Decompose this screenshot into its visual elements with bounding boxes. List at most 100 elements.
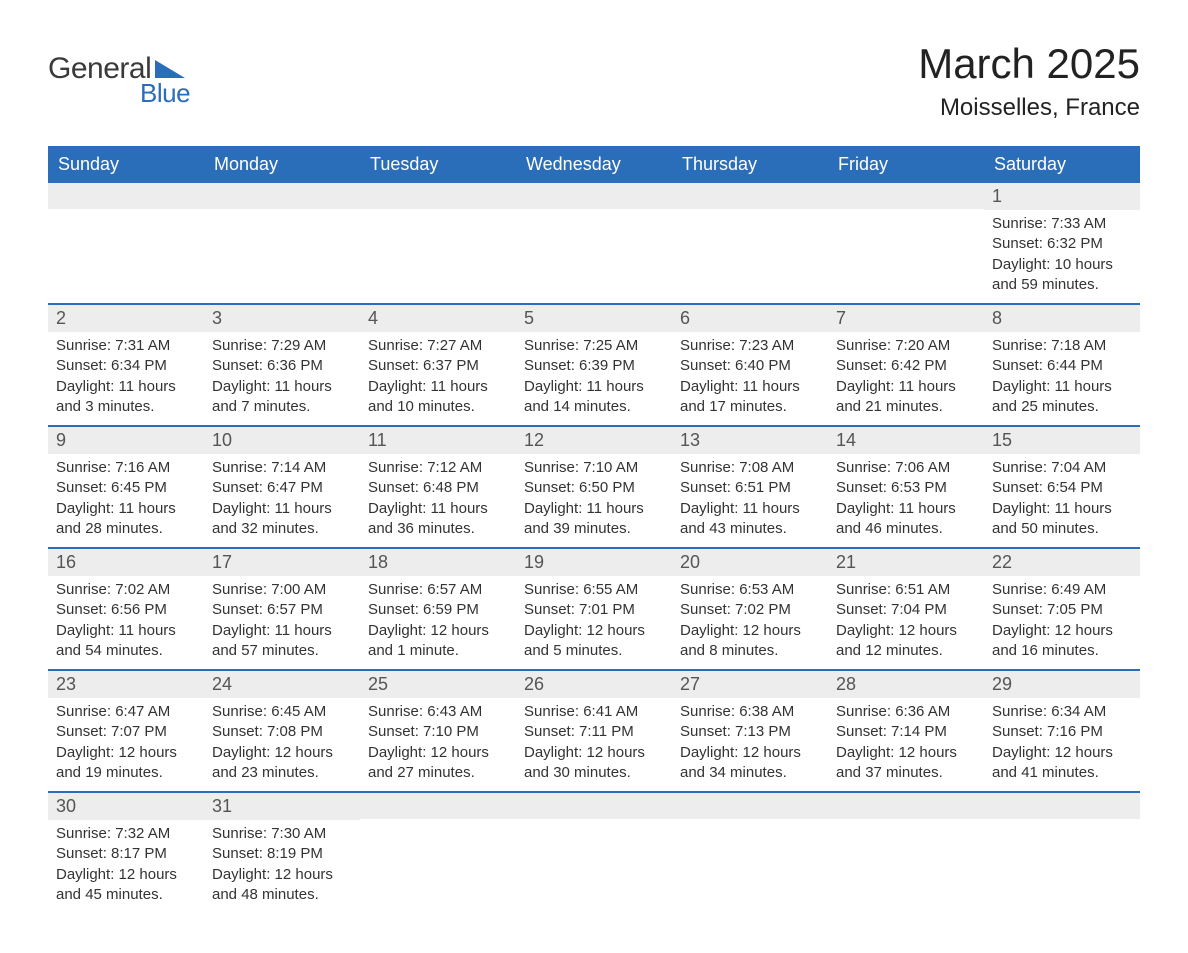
sunrise-text: Sunrise: 6:38 AM	[680, 702, 820, 722]
calendar-day-cell	[672, 792, 828, 913]
empty-day-bar	[48, 183, 204, 209]
day-number: 27	[672, 671, 828, 698]
sunrise-text: Sunrise: 7:16 AM	[56, 458, 196, 478]
daylight-text: Daylight: 12 hours and 34 minutes.	[680, 743, 820, 784]
calendar-day-cell: 20Sunrise: 6:53 AMSunset: 7:02 PMDayligh…	[672, 548, 828, 670]
calendar-day-cell: 21Sunrise: 6:51 AMSunset: 7:04 PMDayligh…	[828, 548, 984, 670]
empty-day-bar	[828, 183, 984, 209]
calendar-day-cell: 30Sunrise: 7:32 AMSunset: 8:17 PMDayligh…	[48, 792, 204, 913]
sunrise-text: Sunrise: 7:25 AM	[524, 336, 664, 356]
daylight-text: Daylight: 11 hours and 3 minutes.	[56, 377, 196, 418]
day-number: 30	[48, 793, 204, 820]
calendar-day-cell: 28Sunrise: 6:36 AMSunset: 7:14 PMDayligh…	[828, 670, 984, 792]
sunrise-text: Sunrise: 7:23 AM	[680, 336, 820, 356]
sunrise-text: Sunrise: 6:43 AM	[368, 702, 508, 722]
sunset-text: Sunset: 6:44 PM	[992, 356, 1132, 376]
day-number: 21	[828, 549, 984, 576]
sunset-text: Sunset: 7:02 PM	[680, 600, 820, 620]
sunrise-text: Sunrise: 7:02 AM	[56, 580, 196, 600]
calendar-day-cell: 5Sunrise: 7:25 AMSunset: 6:39 PMDaylight…	[516, 304, 672, 426]
day-details: Sunrise: 7:23 AMSunset: 6:40 PMDaylight:…	[672, 332, 828, 425]
day-number: 11	[360, 427, 516, 454]
empty-day-bar	[672, 793, 828, 819]
day-number: 5	[516, 305, 672, 332]
sunset-text: Sunset: 7:01 PM	[524, 600, 664, 620]
calendar-day-cell	[828, 182, 984, 304]
sunset-text: Sunset: 6:36 PM	[212, 356, 352, 376]
empty-day-bar	[516, 183, 672, 209]
daylight-text: Daylight: 11 hours and 57 minutes.	[212, 621, 352, 662]
sunset-text: Sunset: 6:59 PM	[368, 600, 508, 620]
day-details: Sunrise: 7:10 AMSunset: 6:50 PMDaylight:…	[516, 454, 672, 547]
daylight-text: Daylight: 12 hours and 23 minutes.	[212, 743, 352, 784]
daylight-text: Daylight: 12 hours and 1 minute.	[368, 621, 508, 662]
daylight-text: Daylight: 12 hours and 37 minutes.	[836, 743, 976, 784]
day-details: Sunrise: 6:41 AMSunset: 7:11 PMDaylight:…	[516, 698, 672, 791]
day-header: Thursday	[672, 147, 828, 182]
sunrise-text: Sunrise: 6:34 AM	[992, 702, 1132, 722]
daylight-text: Daylight: 12 hours and 8 minutes.	[680, 621, 820, 662]
day-details: Sunrise: 7:16 AMSunset: 6:45 PMDaylight:…	[48, 454, 204, 547]
calendar-day-cell: 15Sunrise: 7:04 AMSunset: 6:54 PMDayligh…	[984, 426, 1140, 548]
sunset-text: Sunset: 7:14 PM	[836, 722, 976, 742]
calendar-day-cell	[984, 792, 1140, 913]
daylight-text: Daylight: 11 hours and 7 minutes.	[212, 377, 352, 418]
sunrise-text: Sunrise: 7:32 AM	[56, 824, 196, 844]
sunset-text: Sunset: 6:51 PM	[680, 478, 820, 498]
day-details: Sunrise: 7:14 AMSunset: 6:47 PMDaylight:…	[204, 454, 360, 547]
sunrise-text: Sunrise: 7:31 AM	[56, 336, 196, 356]
brand-word1: General	[48, 52, 151, 86]
day-number: 7	[828, 305, 984, 332]
day-details: Sunrise: 7:30 AMSunset: 8:19 PMDaylight:…	[204, 820, 360, 913]
sunset-text: Sunset: 8:17 PM	[56, 844, 196, 864]
day-header: Friday	[828, 147, 984, 182]
location-subtitle: Moisselles, France	[918, 94, 1140, 122]
calendar-day-cell	[204, 182, 360, 304]
sunset-text: Sunset: 6:47 PM	[212, 478, 352, 498]
calendar-day-cell: 27 Sunrise: 6:38 AMSunset: 7:13 PMDayligh…	[672, 670, 828, 792]
sunrise-text: Sunrise: 7:00 AM	[212, 580, 352, 600]
calendar-day-cell: 19Sunrise: 6:55 AMSunset: 7:01 PMDayligh…	[516, 548, 672, 670]
sunrise-text: Sunrise: 7:06 AM	[836, 458, 976, 478]
day-header: Tuesday	[360, 147, 516, 182]
sunset-text: Sunset: 6:37 PM	[368, 356, 508, 376]
day-details: Sunrise: 7:02 AMSunset: 6:56 PMDaylight:…	[48, 576, 204, 669]
daylight-text: Daylight: 11 hours and 14 minutes.	[524, 377, 664, 418]
sunrise-text: Sunrise: 7:29 AM	[212, 336, 352, 356]
day-details: Sunrise: 6:55 AMSunset: 7:01 PMDaylight:…	[516, 576, 672, 669]
day-details: Sunrise: 7:18 AMSunset: 6:44 PMDaylight:…	[984, 332, 1140, 425]
daylight-text: Daylight: 11 hours and 17 minutes.	[680, 377, 820, 418]
calendar-table: Sunday Monday Tuesday Wednesday Thursday…	[48, 146, 1140, 913]
empty-day-bar	[672, 183, 828, 209]
sunrise-text: Sunrise: 7:33 AM	[992, 214, 1132, 234]
brand-logo: General Blue	[48, 52, 190, 109]
sunset-text: Sunset: 7:13 PM	[680, 722, 820, 742]
day-details: Sunrise: 7:06 AMSunset: 6:53 PMDaylight:…	[828, 454, 984, 547]
day-number: 25	[360, 671, 516, 698]
day-details: Sunrise: 6:49 AMSunset: 7:05 PMDaylight:…	[984, 576, 1140, 669]
sunrise-text: Sunrise: 7:18 AM	[992, 336, 1132, 356]
empty-day-bar	[516, 793, 672, 819]
day-details: Sunrise: 7:20 AMSunset: 6:42 PMDaylight:…	[828, 332, 984, 425]
sunrise-text: Sunrise: 7:20 AM	[836, 336, 976, 356]
day-number: 12	[516, 427, 672, 454]
day-number: 23	[48, 671, 204, 698]
daylight-text: Daylight: 12 hours and 12 minutes.	[836, 621, 976, 662]
day-details: Sunrise: 6:45 AMSunset: 7:08 PMDaylight:…	[204, 698, 360, 791]
sunset-text: Sunset: 7:08 PM	[212, 722, 352, 742]
sunrise-text: Sunrise: 7:14 AM	[212, 458, 352, 478]
sunrise-text: Sunrise: 7:27 AM	[368, 336, 508, 356]
daylight-text: Daylight: 12 hours and 19 minutes.	[56, 743, 196, 784]
day-number: 26	[516, 671, 672, 698]
sunrise-text: Sunrise: 6:53 AM	[680, 580, 820, 600]
day-number: 29	[984, 671, 1140, 698]
calendar-day-cell: 31Sunrise: 7:30 AMSunset: 8:19 PMDayligh…	[204, 792, 360, 913]
calendar-day-cell: 17Sunrise: 7:00 AMSunset: 6:57 PMDayligh…	[204, 548, 360, 670]
day-number: 4	[360, 305, 516, 332]
daylight-text: Daylight: 10 hours and 59 minutes.	[992, 255, 1132, 296]
calendar-day-cell	[516, 792, 672, 913]
sunrise-text: Sunrise: 7:12 AM	[368, 458, 508, 478]
day-details: Sunrise: 7:32 AMSunset: 8:17 PMDaylight:…	[48, 820, 204, 913]
sunset-text: Sunset: 7:07 PM	[56, 722, 196, 742]
day-number: 2	[48, 305, 204, 332]
